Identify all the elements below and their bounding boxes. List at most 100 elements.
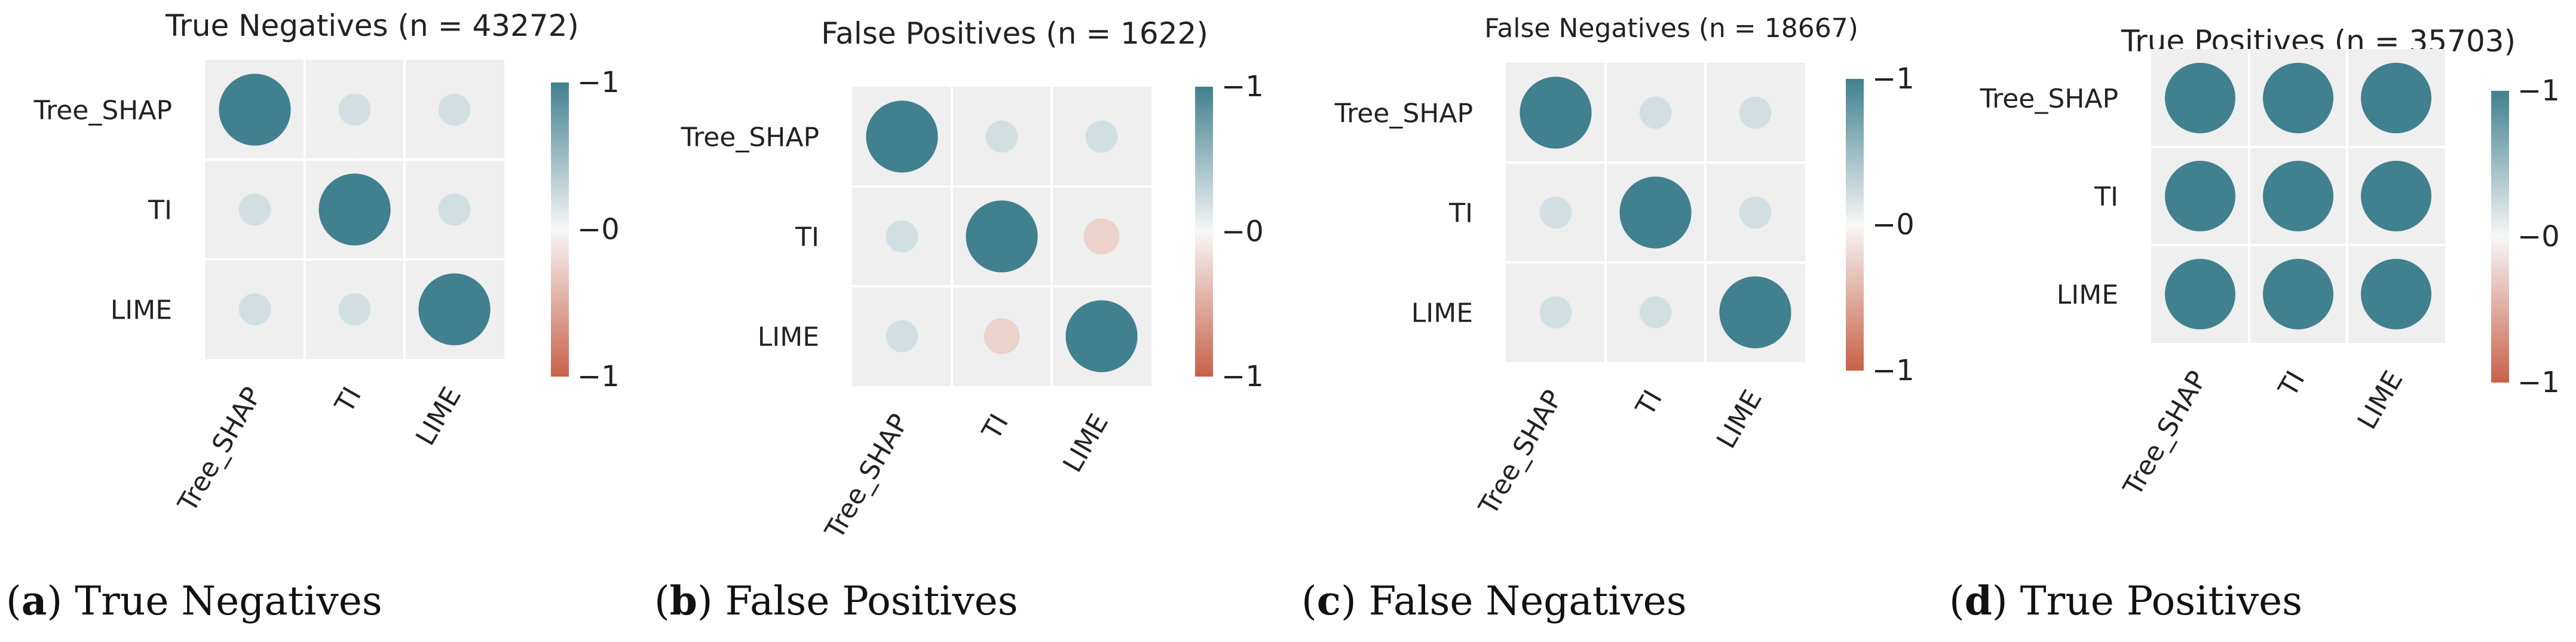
col-label-ti: TI xyxy=(976,409,1015,445)
col-label-ti: TI xyxy=(1629,385,1668,421)
cell-ti-lime xyxy=(1739,196,1772,229)
cell-ti-ti xyxy=(2263,161,2333,231)
caption-letter: d xyxy=(1965,577,1992,624)
caption-paren-open: ( xyxy=(654,578,670,624)
row-label-ti: TI xyxy=(1448,198,1473,229)
colorbar-tick-label: −0 xyxy=(577,213,620,246)
col-label-tree-shap: Tree_SHAP xyxy=(172,382,268,518)
col-label-lime: LIME xyxy=(410,382,467,451)
chart-title: False Negatives (n = 18667) xyxy=(1484,13,1858,44)
cell-tree-shap-ti xyxy=(1639,96,1672,129)
caption-paren-open: ( xyxy=(1949,578,1965,624)
col-label-tree-shap: Tree_SHAP xyxy=(2117,366,2213,502)
panel-caption: (a) True Negatives xyxy=(6,577,382,624)
chart-title: False Positives (n = 1622) xyxy=(821,16,1208,51)
cell-ti-ti xyxy=(966,200,1038,273)
caption-label: False Negatives xyxy=(1369,578,1687,624)
col-label-ti: TI xyxy=(2272,366,2311,402)
cell-tree-shap-lime xyxy=(2361,63,2431,133)
cell-tree-shap-tree-shap xyxy=(219,74,291,146)
cell-tree-shap-tree-shap xyxy=(2165,63,2235,133)
cell-lime-lime xyxy=(1065,300,1138,372)
caption-letter: a xyxy=(22,577,47,624)
colorbar-tick-label: −1 xyxy=(1221,360,1264,393)
chart-panel-d: True Positives (n = 35703)Tree_SHAPTILIM… xyxy=(1949,24,2560,624)
colorbar-tick-label: −1 xyxy=(1872,62,1915,96)
caption-paren-close: ) xyxy=(697,578,725,624)
row-label-lime: LIME xyxy=(758,322,819,353)
caption-letter: b xyxy=(670,577,697,624)
cell-tree-shap-tree-shap xyxy=(1520,77,1592,149)
colorbar-tick-label: −0 xyxy=(1221,215,1264,249)
cell-lime-ti xyxy=(1639,296,1672,329)
row-label-lime: LIME xyxy=(111,295,172,326)
row-label-ti: TI xyxy=(148,195,172,226)
row-label-tree-shap: Tree_SHAP xyxy=(33,96,172,126)
caption-label: False Positives xyxy=(725,578,1018,624)
col-label-ti: TI xyxy=(329,382,367,418)
panel-caption: (b) False Positives xyxy=(654,577,1018,624)
cell-lime-lime xyxy=(1719,276,1791,348)
caption-letter: c xyxy=(1317,577,1341,624)
caption-paren-open: ( xyxy=(1301,578,1317,624)
colorbar-tick-label: −1 xyxy=(1872,354,1915,387)
row-label-lime: LIME xyxy=(1411,298,1473,329)
colorbar-tick-label: −1 xyxy=(1221,70,1264,103)
colorbar xyxy=(2491,91,2509,383)
colorbar xyxy=(1846,79,1864,371)
cell-lime-tree-shap xyxy=(238,293,271,326)
row-label-tree-shap: Tree_SHAP xyxy=(1334,99,1473,129)
colorbar xyxy=(1195,87,1213,377)
cell-lime-tree-shap xyxy=(886,320,918,353)
caption-paren-open: ( xyxy=(6,578,22,624)
colorbar-tick-label: −1 xyxy=(577,66,620,99)
row-label-tree-shap: Tree_SHAP xyxy=(681,123,819,153)
cell-lime-ti xyxy=(984,318,1020,354)
col-label-tree-shap: Tree_SHAP xyxy=(819,409,915,545)
row-label-lime: LIME xyxy=(2057,280,2118,310)
cell-ti-tree-shap xyxy=(1539,196,1572,229)
colorbar-tick-label: −1 xyxy=(2517,366,2560,399)
cell-ti-lime xyxy=(1083,218,1120,255)
cell-tree-shap-lime xyxy=(1085,120,1118,153)
colorbar xyxy=(551,82,569,377)
cell-ti-ti xyxy=(318,173,391,246)
colorbar-tick-label: −1 xyxy=(2517,74,2560,108)
cell-ti-tree-shap xyxy=(886,220,918,253)
col-label-lime: LIME xyxy=(1057,409,1114,478)
chart-panel-b: False Positives (n = 1622) Tree_SHAP TI LIM… xyxy=(654,16,1264,624)
cell-tree-shap-ti xyxy=(338,93,371,126)
caption-label: True Positives xyxy=(2020,578,2302,624)
colorbar-tick-label: −0 xyxy=(1872,208,1915,241)
chart-panel-c: False Negatives (n = 18667) Tree_SHAP TI LI… xyxy=(1301,13,1915,624)
cell-tree-shap-ti xyxy=(985,120,1018,153)
col-label-lime: LIME xyxy=(2352,366,2409,435)
row-label-ti: TI xyxy=(795,222,819,253)
chart-title: True Negatives (n = 43272) xyxy=(165,8,579,43)
cell-lime-tree-shap xyxy=(1539,296,1572,329)
panel-caption: (c) False Negatives xyxy=(1301,577,1687,624)
cell-tree-shap-lime xyxy=(1739,96,1772,129)
cell-ti-lime xyxy=(438,193,471,226)
chart-panel-a: True Negatives (n = 43272) Tree_SHAP TI LIM… xyxy=(6,8,620,624)
col-label-lime: LIME xyxy=(1711,385,1768,454)
cell-ti-tree-shap xyxy=(2165,161,2235,231)
cell-lime-tree-shap xyxy=(2165,259,2235,329)
cell-lime-ti xyxy=(2263,259,2333,329)
cell-lime-ti xyxy=(338,293,371,326)
cell-tree-shap-tree-shap xyxy=(866,100,938,173)
caption-paren-close: ) xyxy=(1341,578,1369,624)
cell-tree-shap-lime xyxy=(438,93,471,126)
col-label-tree-shap: Tree_SHAP xyxy=(1473,385,1569,521)
caption-paren-close: ) xyxy=(1992,578,2020,624)
caption-label: True Negatives xyxy=(75,578,382,624)
colorbar-tick-label: −1 xyxy=(577,360,620,393)
row-label-ti: TI xyxy=(2094,182,2118,212)
row-label-tree-shap: Tree_SHAP xyxy=(1980,84,2118,114)
panel-caption: (d) True Positives xyxy=(1949,577,2302,624)
cell-ti-lime xyxy=(2361,161,2431,231)
colorbar-tick-label: −0 xyxy=(2517,220,2560,253)
cell-ti-tree-shap xyxy=(238,193,271,226)
cell-ti-ti xyxy=(1619,176,1692,249)
